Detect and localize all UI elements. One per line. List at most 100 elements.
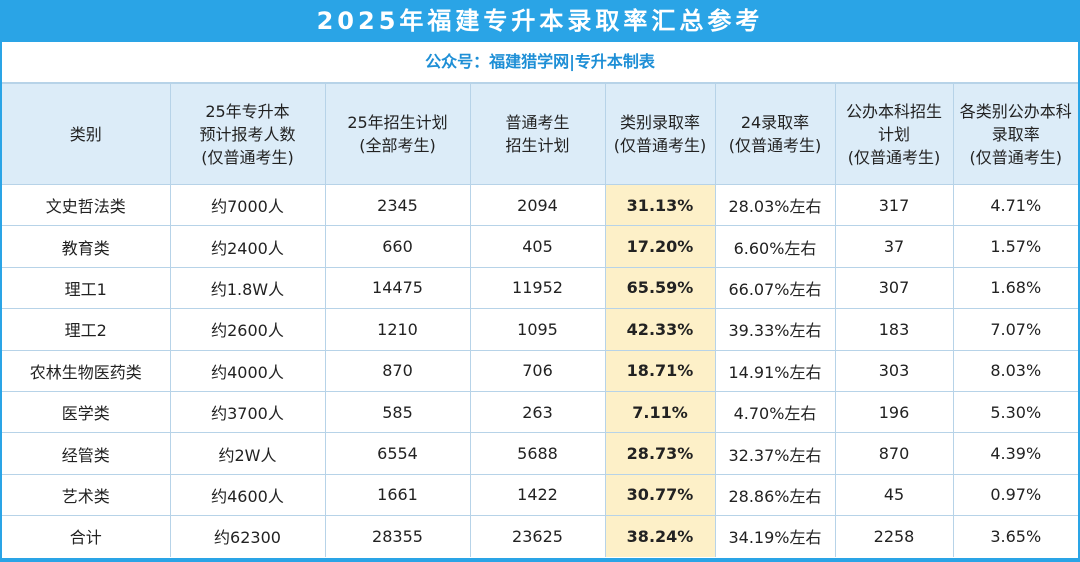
- table-cell: 45: [834, 473, 954, 517]
- header-line: 24录取率: [740, 113, 810, 132]
- table-cell: 1.68%: [952, 266, 1078, 310]
- table-cell: 28.03%左右: [714, 183, 836, 227]
- table-cell: 307: [834, 266, 954, 310]
- table-cell: 14.91%左右: [714, 349, 836, 392]
- table-cell: 约4600人: [169, 473, 326, 517]
- table-cell: 1422: [469, 473, 606, 517]
- header-line: (仅普通考生): [728, 136, 822, 155]
- table-cell: 理工2: [2, 308, 171, 351]
- header-line: (全部考生): [359, 136, 436, 155]
- table-cell: 7.11%: [604, 390, 716, 434]
- table-row: 艺术类 约4600人 1661 1422 30.77% 28.86%左右 45 0.97%: [2, 473, 1078, 517]
- table-cell: 2094: [469, 183, 606, 227]
- table-cell: 30.77%: [604, 473, 716, 517]
- header-line: 预计报考人数: [199, 124, 296, 144]
- table-cell: 4.70%左右: [714, 390, 836, 434]
- table-cell: 约2400人: [169, 225, 326, 268]
- table-cell: 317: [834, 183, 954, 227]
- table-cell: 约2W人: [169, 432, 326, 475]
- header-line: (仅普通考生): [613, 136, 707, 155]
- table-cell: 8.03%: [952, 349, 1078, 392]
- table-cell: 5688: [469, 432, 606, 475]
- column-header: 25年招生计划 (全部考生): [324, 83, 471, 185]
- table-cell: 约62300: [169, 515, 326, 557]
- table-cell: 66.07%左右: [714, 266, 836, 310]
- column-header: 25年专升本 预计报考人数 (仅普通考生): [169, 83, 326, 185]
- header-row: 类别 25年专升本 预计报考人数 (仅普通考生) 25年招生计划 (全部考生) 普通考生 招生…: [2, 83, 1078, 185]
- table-row: 医学类 约3700人 585 263 7.11% 4.70%左右 196 5.30%: [2, 390, 1078, 434]
- table-cell: 约7000人: [169, 183, 326, 227]
- table-row: 理工1 约1.8W人 14475 11952 65.59% 66.07%左右 307 1.68…: [2, 266, 1078, 310]
- table-cell: 约3700人: [169, 390, 326, 434]
- column-header: 类别录取率 (仅普通考生): [604, 83, 716, 185]
- table-cell: 32.37%左右: [714, 432, 836, 475]
- header-line: 普通考生: [505, 113, 570, 132]
- column-header: 各类别公办本科 录取率 (仅普通考生): [952, 83, 1078, 185]
- title: 2025年福建专升本录取率汇总参考: [2, 0, 1078, 42]
- table-cell: 2345: [324, 183, 471, 227]
- column-header: 类别: [2, 83, 171, 185]
- table-cell: 2258: [834, 515, 954, 557]
- header-line: (仅普通考生): [201, 147, 294, 167]
- table-row: 理工2 约2600人 1210 1095 42.33% 39.33%左右 183 7.07%: [2, 308, 1078, 351]
- subtitle: 公众号：福建猎学网|专升本制表: [2, 42, 1078, 83]
- table-cell: 1.57%: [952, 225, 1078, 268]
- table-cell: 303: [834, 349, 954, 392]
- column-header: 普通考生 招生计划: [469, 83, 606, 185]
- table-cell: 教育类: [2, 225, 171, 268]
- header-line: 类别录取率: [619, 113, 700, 132]
- header-line: 25年招生计划: [347, 113, 448, 132]
- header-line: (仅普通考生): [847, 147, 941, 167]
- table-cell: 农林生物医药类: [2, 349, 171, 392]
- table-cell: 23625: [469, 515, 606, 557]
- table-cell: 38.24%: [604, 515, 716, 557]
- table-cell: 14475: [324, 266, 471, 310]
- table-cell: 39.33%左右: [714, 308, 836, 351]
- table-cell: 约1.8W人: [169, 266, 326, 310]
- table-cell: 艺术类: [2, 473, 171, 517]
- table-cell: 17.20%: [604, 225, 716, 268]
- table-cell: 405: [469, 225, 606, 268]
- table-cell: 5.30%: [952, 390, 1078, 434]
- table-cell: 28.73%: [604, 432, 716, 475]
- table-cell: 31.13%: [604, 183, 716, 227]
- table-row: 合计 约62300 28355 23625 38.24% 34.19%左右 2258 3.65…: [2, 515, 1078, 557]
- table-cell: 28.86%左右: [714, 473, 836, 517]
- column-header: 公办本科招生 计划 (仅普通考生): [834, 83, 954, 185]
- table: 类别 25年专升本 预计报考人数 (仅普通考生) 25年招生计划 (全部考生) 普通考生 招生…: [2, 83, 1078, 557]
- header-line: 类别: [69, 124, 102, 144]
- table-cell: 42.33%: [604, 308, 716, 351]
- header-line: 录取率: [991, 124, 1040, 144]
- table-cell: 7.07%: [952, 308, 1078, 351]
- table-cell: 合计: [2, 515, 171, 557]
- table-cell: 65.59%: [604, 266, 716, 310]
- table-row: 农林生物医药类 约4000人 870 706 18.71% 14.91%左右 303 8.03…: [2, 349, 1078, 392]
- table-cell: 28355: [324, 515, 471, 557]
- table-cell: 183: [834, 308, 954, 351]
- table-cell: 文史哲法类: [2, 183, 171, 227]
- header-line: 25年专升本: [205, 101, 290, 121]
- table-cell: 1661: [324, 473, 471, 517]
- table-cell: 理工1: [2, 266, 171, 310]
- table-cell: 870: [834, 432, 954, 475]
- table-cell: 经管类: [2, 432, 171, 475]
- table-cell: 37: [834, 225, 954, 268]
- table-cell: 6.60%左右: [714, 225, 836, 268]
- table-cell: 4.71%: [952, 183, 1078, 227]
- table-cell: 11952: [469, 266, 606, 310]
- table-cell: 医学类: [2, 390, 171, 434]
- table-cell: 0.97%: [952, 473, 1078, 517]
- table-row: 教育类 约2400人 660 405 17.20% 6.60%左右 37 1.57%: [2, 225, 1078, 268]
- table-cell: 1210: [324, 308, 471, 351]
- table-cell: 1095: [469, 308, 606, 351]
- table-cell: 4.39%: [952, 432, 1078, 475]
- column-header: 24录取率 (仅普通考生): [714, 83, 836, 185]
- table-row: 经管类 约2W人 6554 5688 28.73% 32.37%左右 870 4.39%: [2, 432, 1078, 475]
- table-cell: 6554: [324, 432, 471, 475]
- table-cell: 706: [469, 349, 606, 392]
- table-cell: 18.71%: [604, 349, 716, 392]
- table-cell: 3.65%: [952, 515, 1078, 557]
- table-row: 文史哲法类 约7000人 2345 2094 31.13% 28.03%左右 317 4.71…: [2, 183, 1078, 227]
- table-cell: 34.19%左右: [714, 515, 836, 557]
